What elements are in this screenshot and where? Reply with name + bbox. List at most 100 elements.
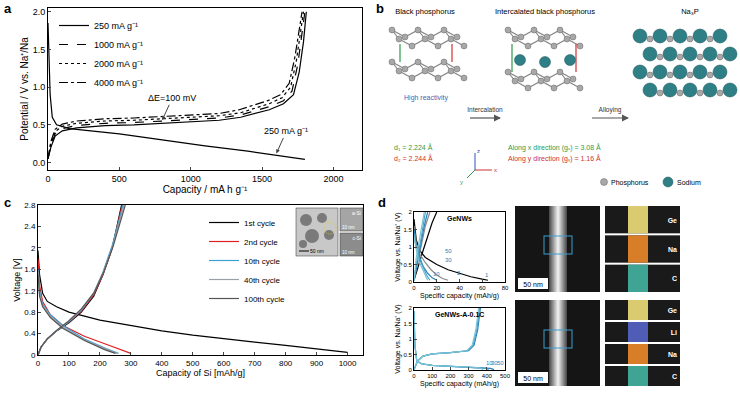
- svg-text:80: 80: [502, 285, 509, 291]
- svg-text:300: 300: [124, 359, 138, 368]
- svg-text:1.6: 1.6: [24, 265, 36, 274]
- svg-text:Potential / V vs. Na⁺/Na: Potential / V vs. Na⁺/Na: [19, 37, 30, 141]
- svg-text:Phosphorus: Phosphorus: [611, 179, 649, 187]
- svg-text:10th cycle: 10th cycle: [244, 257, 281, 266]
- svg-text:1.0: 1.0: [33, 82, 46, 92]
- svg-text:0.0: 0.0: [33, 158, 46, 168]
- svg-text:900: 900: [310, 359, 324, 368]
- svg-text:1000 mA g⁻¹: 1000 mA g⁻¹: [94, 40, 143, 50]
- svg-text:Na₃P: Na₃P: [681, 7, 699, 16]
- svg-text:10 nm: 10 nm: [342, 225, 355, 230]
- svg-text:30: 30: [445, 257, 452, 263]
- svg-text:ΔE=100 mV: ΔE=100 mV: [148, 93, 196, 103]
- svg-text:c: c: [4, 195, 11, 210]
- svg-text:800: 800: [279, 359, 293, 368]
- svg-text:60: 60: [479, 285, 486, 291]
- svg-text:High reactivity: High reactivity: [404, 94, 448, 102]
- svg-text:Capacity of Si [mAh/g]: Capacity of Si [mAh/g]: [156, 368, 245, 378]
- svg-text:1000: 1000: [181, 174, 201, 184]
- svg-text:10: 10: [486, 360, 493, 366]
- svg-text:200: 200: [93, 359, 107, 368]
- svg-text:2: 2: [408, 209, 412, 215]
- svg-text:d₁ = 2.224 Å: d₁ = 2.224 Å: [394, 143, 433, 151]
- svg-text:1.5: 1.5: [33, 45, 46, 55]
- svg-text:Alloying: Alloying: [599, 106, 622, 114]
- svg-text:0: 0: [408, 279, 412, 285]
- svg-text:1.5: 1.5: [403, 321, 412, 327]
- svg-text:Along x direction (gₓ) = 3.08: Along x direction (gₓ) = 3.08 Å: [508, 143, 601, 152]
- svg-text:1st cycle: 1st cycle: [244, 219, 276, 228]
- svg-text:200: 200: [445, 373, 456, 379]
- svg-text:x: x: [494, 167, 497, 173]
- svg-text:1: 1: [408, 244, 412, 250]
- svg-text:50: 50: [445, 248, 452, 254]
- svg-text:GeNWs: GeNWs: [447, 215, 472, 222]
- svg-text:C: C: [672, 275, 677, 282]
- svg-text:500: 500: [500, 373, 511, 379]
- svg-text:1.5: 1.5: [403, 227, 412, 233]
- svg-text:Ge: Ge: [668, 217, 677, 224]
- svg-text:Specific capacity (mAh/g): Specific capacity (mAh/g): [420, 292, 499, 300]
- svg-text:2.8: 2.8: [24, 201, 36, 210]
- svg-text:b: b: [376, 1, 384, 16]
- svg-text:10 nm: 10 nm: [342, 250, 355, 255]
- svg-text:2: 2: [408, 305, 412, 311]
- svg-text:y: y: [460, 179, 463, 185]
- svg-text:a: a: [4, 1, 12, 16]
- svg-text:500: 500: [186, 359, 200, 368]
- svg-text:2nd cycle: 2nd cycle: [244, 238, 278, 247]
- svg-text:1500: 1500: [252, 174, 272, 184]
- svg-text:1000: 1000: [339, 359, 357, 368]
- svg-text:2.0: 2.0: [33, 7, 46, 17]
- svg-text:z: z: [477, 148, 480, 154]
- svg-text:50 nm: 50 nm: [310, 248, 324, 254]
- svg-text:500: 500: [112, 174, 127, 184]
- svg-text:2.4: 2.4: [24, 222, 36, 231]
- svg-text:20: 20: [433, 285, 440, 291]
- svg-text:2: 2: [31, 244, 36, 253]
- svg-text:C: C: [672, 373, 677, 380]
- svg-text:100th cycle: 100th cycle: [244, 295, 285, 304]
- svg-text:0.5: 0.5: [403, 262, 412, 268]
- svg-text:0: 0: [412, 373, 416, 379]
- svg-text:10: 10: [433, 271, 440, 277]
- svg-text:Sodium: Sodium: [677, 179, 701, 186]
- svg-text:30: 30: [491, 360, 498, 366]
- svg-text:50 nm: 50 nm: [523, 281, 543, 288]
- svg-text:700: 700: [248, 359, 262, 368]
- svg-text:0: 0: [412, 285, 416, 291]
- svg-text:50: 50: [497, 360, 504, 366]
- svg-text:1.2: 1.2: [24, 287, 36, 296]
- svg-text:100: 100: [427, 373, 438, 379]
- svg-text:1: 1: [485, 272, 489, 278]
- svg-text:0.5: 0.5: [33, 120, 46, 130]
- svg-text:c-Si: c-Si: [352, 235, 361, 241]
- svg-text:0: 0: [31, 351, 36, 360]
- svg-text:Specific capacity (mAh/g): Specific capacity (mAh/g): [420, 380, 499, 388]
- svg-text:d₂ = 2.244 Å: d₂ = 2.244 Å: [394, 154, 433, 162]
- svg-text:a-Si: a-Si: [352, 210, 361, 216]
- svg-text:Na: Na: [668, 246, 677, 253]
- svg-text:Li: Li: [671, 329, 677, 336]
- svg-text:1: 1: [408, 336, 412, 342]
- svg-text:d: d: [378, 195, 386, 210]
- svg-text:GeNWs-A-0.1C: GeNWs-A-0.1C: [435, 311, 484, 318]
- svg-text:Along y direction (gᵧ) = 1.16: Along y direction (gᵧ) = 1.16 Å: [508, 154, 601, 163]
- svg-text:40th cycle: 40th cycle: [244, 276, 281, 285]
- svg-text:Intercalated black phosphorus: Intercalated black phosphorus: [495, 7, 595, 16]
- svg-text:Ge: Ge: [668, 307, 677, 314]
- svg-text:2000 mA g⁻¹: 2000 mA g⁻¹: [94, 59, 143, 69]
- svg-text:Voltage vs. Na/Na⁺ (V): Voltage vs. Na/Na⁺ (V): [394, 304, 402, 373]
- svg-text:600: 600: [217, 359, 231, 368]
- svg-text:Black phosphorus: Black phosphorus: [395, 7, 455, 16]
- svg-text:Voltage [V]: Voltage [V]: [12, 258, 22, 302]
- svg-text:Capacity / mA h g⁻¹: Capacity / mA h g⁻¹: [163, 184, 248, 195]
- svg-text:300: 300: [464, 373, 475, 379]
- svg-text:250 mA g⁻¹: 250 mA g⁻¹: [94, 21, 138, 31]
- svg-text:40: 40: [456, 285, 463, 291]
- svg-text:Na: Na: [668, 351, 677, 358]
- svg-text:400: 400: [482, 373, 493, 379]
- svg-text:0.5: 0.5: [403, 352, 412, 358]
- svg-text:0: 0: [45, 174, 50, 184]
- svg-text:Intercalation: Intercalation: [467, 106, 503, 113]
